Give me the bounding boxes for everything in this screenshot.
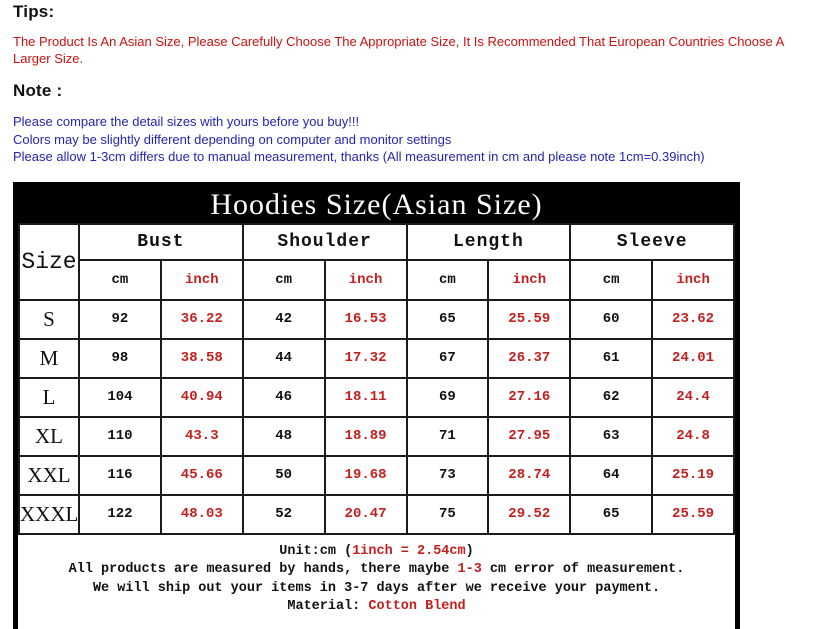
size-chart: Hoodies Size(Asian Size) Size Bust Shoul… — [13, 181, 740, 629]
value-cell: 27.16 — [487, 376, 572, 418]
value-cell: 25.59 — [487, 298, 572, 340]
value-cell: 25.19 — [651, 454, 735, 496]
value-cell: 36.22 — [159, 298, 244, 340]
footer-material-line: Material: Cotton Blend — [287, 599, 466, 614]
value-cell: 48 — [241, 415, 326, 457]
value-cell: 63 — [569, 415, 654, 457]
tips-heading: Tips: — [13, 2, 55, 21]
size-cell: S — [18, 298, 80, 340]
value-cell: 122 — [78, 493, 162, 535]
value-cell: 98 — [78, 337, 162, 379]
value-cell: 110 — [78, 415, 162, 457]
unit-inch-header: inch — [323, 258, 408, 301]
value-cell: 17.32 — [323, 337, 408, 379]
unit-inch-header: inch — [487, 258, 572, 301]
value-cell: 46 — [241, 376, 326, 418]
value-cell: 40.94 — [159, 376, 244, 418]
value-cell: 65 — [405, 298, 490, 340]
value-cell: 16.53 — [323, 298, 408, 340]
value-cell: 43.3 — [159, 415, 244, 457]
value-cell: 24.01 — [651, 337, 735, 379]
length-column-header: Length — [405, 222, 572, 261]
value-cell: 25.59 — [651, 493, 735, 535]
size-cell: XXL — [18, 454, 80, 496]
footer-shipping-line: We will ship out your items in 3-7 days … — [92, 580, 661, 596]
note-line: Colors may be slightly different dependi… — [13, 131, 452, 147]
value-cell: 45.66 — [159, 454, 244, 496]
table-row: XXL 116 45.66 50 19.68 73 28.74 64 25.19 — [18, 454, 735, 496]
value-cell: 73 — [405, 454, 490, 496]
bust-column-header: Bust — [78, 222, 244, 261]
size-table: Size Bust Shoulder Length Sleeve cm inch… — [18, 222, 735, 535]
value-cell: 62 — [569, 376, 654, 418]
value-cell: 67 — [405, 337, 490, 379]
footer-measure-red: 1-3 — [457, 562, 482, 577]
footer-material-red: Cotton Blend — [368, 599, 466, 614]
table-row: M 98 38.58 44 17.32 67 26.37 61 24.01 — [18, 337, 735, 379]
size-cell: L — [18, 376, 80, 418]
table-row: L 104 40.94 46 18.11 69 27.16 62 24.4 — [18, 376, 735, 418]
value-cell: 50 — [241, 454, 326, 496]
size-chart-footer: Unit:cm (1inch = 2.54cm) All products ar… — [18, 535, 735, 629]
value-cell: 116 — [78, 454, 162, 496]
size-cell: M — [18, 337, 80, 379]
value-cell: 65 — [569, 493, 654, 535]
tips-text: The Product Is An Asian Size, Please Car… — [13, 34, 784, 66]
footer-unit-line: Unit:cm (1inch = 2.54cm) — [279, 543, 474, 559]
size-cell: XL — [18, 415, 80, 457]
note-line: Please allow 1-3cm differs due to manual… — [13, 149, 705, 164]
note-heading: Note : — [13, 81, 63, 100]
value-cell: 18.11 — [323, 376, 408, 418]
value-cell: 92 — [78, 298, 162, 340]
group-header-row: Size Bust Shoulder Length Sleeve — [18, 222, 735, 301]
value-cell: 44 — [241, 337, 326, 379]
value-cell: 48.03 — [159, 493, 244, 535]
size-chart-title: Hoodies Size(Asian Size) — [18, 186, 735, 223]
value-cell: 71 — [405, 415, 490, 457]
value-cell: 18.89 — [323, 415, 408, 457]
unit-inch-header: inch — [651, 258, 735, 301]
value-cell: 24.4 — [651, 376, 735, 418]
value-cell: 28.74 — [487, 454, 572, 496]
unit-header-row: cm inch cm inch cm inch cm inch — [19, 258, 735, 301]
table-row: XXXL 122 48.03 52 20.47 75 29.52 65 25.5… — [18, 493, 735, 535]
value-cell: 42 — [241, 298, 326, 340]
value-cell: 61 — [569, 337, 654, 379]
value-cell: 64 — [569, 454, 654, 496]
size-column-header: Size — [18, 222, 80, 301]
value-cell: 52 — [241, 493, 326, 535]
unit-inch-header: inch — [159, 258, 244, 301]
value-cell: 24.8 — [651, 415, 735, 457]
size-cell: XXXL — [18, 493, 80, 535]
unit-cm-header: cm — [241, 258, 326, 301]
table-row: XL 110 43.3 48 18.89 71 27.95 63 24.8 — [18, 415, 735, 457]
note-line: Please compare the detail sizes with you… — [13, 114, 360, 129]
value-cell: 75 — [405, 493, 490, 535]
unit-cm-header: cm — [405, 258, 490, 301]
value-cell: 26.37 — [487, 337, 572, 379]
value-cell: 60 — [569, 298, 654, 340]
sleeve-column-header: Sleeve — [569, 222, 735, 261]
value-cell: 19.68 — [323, 454, 408, 496]
footer-unit-red: 1inch = 2.54cm — [352, 543, 466, 559]
shoulder-column-header: Shoulder — [241, 222, 408, 261]
unit-cm-header: cm — [569, 258, 654, 301]
unit-cm-header: cm — [78, 258, 162, 301]
value-cell: 27.95 — [487, 415, 572, 457]
footer-measure-line: All products are measured by hands, ther… — [68, 562, 685, 577]
value-cell: 20.47 — [323, 493, 408, 535]
value-cell: 69 — [405, 376, 490, 418]
table-row: S 92 36.22 42 16.53 65 25.59 60 23.62 — [18, 298, 735, 340]
value-cell: 23.62 — [651, 298, 735, 340]
value-cell: 38.58 — [159, 337, 244, 379]
value-cell: 29.52 — [487, 493, 572, 535]
value-cell: 104 — [78, 376, 162, 418]
